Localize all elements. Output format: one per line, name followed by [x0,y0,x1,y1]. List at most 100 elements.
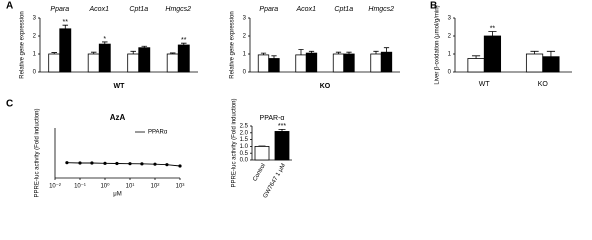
bar [166,53,179,73]
chart-title: PPAR-α [260,115,285,122]
panel-label: C [6,99,13,110]
x-axis-label: μM [113,192,121,198]
y-tick-label: 2 [33,34,37,40]
bar [87,53,100,73]
panel-label: B [430,1,437,12]
y-tick-label: 0.0 [240,158,249,164]
error-bar [271,55,277,59]
bar [98,43,111,73]
data-point [78,161,82,165]
category-label: WT [479,81,491,88]
error-bar [102,41,108,45]
error-bar [62,24,69,29]
category-label: KO [538,81,549,88]
bar [127,53,140,73]
bar [138,47,151,73]
category-label: Cpt1a [334,6,353,13]
x-tick-label: 10⁰ [100,183,110,190]
y-tick-label: 0.5 [240,151,249,157]
bar [305,52,318,73]
significance: ** [181,37,187,44]
x-tick-label: 10² [151,184,160,190]
error-bar [141,45,148,48]
bar [542,56,560,73]
significance: *** [278,123,286,130]
bar [483,35,502,73]
data-point [140,162,144,166]
y-tick-label: 0 [33,70,37,76]
data-point [103,161,107,165]
bar [380,51,393,73]
error-bar [383,47,390,53]
error-bar [298,49,304,55]
y-tick-label: 2 [243,34,247,40]
y-tick-label: 2.0 [240,130,249,136]
y-tick-label: 1.5 [240,137,249,143]
category-label: Control [252,163,267,183]
y-axis-label: Liver β-oxidation (μmol/g/min) [435,5,441,84]
y-axis-label: Relative gene expression [230,11,236,78]
bar [332,53,345,73]
data-line [66,162,181,167]
error-bar [373,50,379,54]
category-label: Ppara [259,6,278,13]
data-point [65,161,69,165]
y-axis-label: PPRE-luc activity (Fold induction) [232,98,238,187]
data-point [115,161,119,166]
error-bar [278,129,286,132]
panel-label: A [6,1,13,12]
bar [268,58,280,73]
x-axis-label: KO [320,83,331,90]
error-bar [308,50,315,54]
category-label: GW7647 1 μM [262,163,287,200]
error-bar [488,31,497,36]
data-point [128,162,132,166]
significance: * [103,36,106,43]
significance: ** [63,19,69,26]
error-bar [169,52,176,54]
x-tick-label: 10¹ [126,184,135,190]
y-tick-label: 0 [448,70,452,76]
error-bar [335,51,342,54]
y-tick-label: 1 [243,52,247,58]
bar [370,53,382,73]
x-tick-label: 10⁻² [49,184,61,190]
bar [525,53,544,73]
error-bar [546,50,556,57]
category-label: Acox1 [89,6,110,13]
category-label: Hmgcs2 [368,6,394,13]
bar [254,145,270,161]
y-tick-label: 1 [33,52,37,58]
legend-label: PPARα [148,130,168,136]
category-label: Ppara [50,6,69,13]
data-point [153,162,157,166]
y-tick-label: 3 [33,16,37,22]
y-tick-label: 2.5 [240,124,249,130]
bar [343,53,355,73]
y-tick-label: 0 [243,70,247,76]
bar [48,53,61,73]
y-tick-label: 1 [448,52,452,58]
y-axis-label: PPRE-luc activity (Fold induction) [35,108,41,197]
category-label: Hmgcs2 [165,6,191,13]
y-tick-label: 3 [448,16,452,22]
figure: A 0 1 2 3 Relative gene expression Ppara ** Acox… [6,1,572,200]
data-point [90,161,94,165]
y-tick-label: 3 [243,16,247,22]
error-bar [130,50,136,54]
error-bar [471,55,481,59]
category-label: Acox1 [296,6,317,13]
error-bar [530,50,539,54]
error-bar [90,51,97,54]
bar [177,44,190,73]
y-tick-label: 2 [448,34,452,40]
y-axis-label: Relative gene expression [20,11,26,78]
bar [274,131,290,161]
bar [59,28,72,73]
data-point [178,164,182,168]
x-axis-label: WT [114,83,126,90]
bar [467,58,485,73]
error-bar [346,51,352,54]
x-tick-label: 10³ [176,184,185,190]
category-label: Cpt1a [129,6,148,13]
